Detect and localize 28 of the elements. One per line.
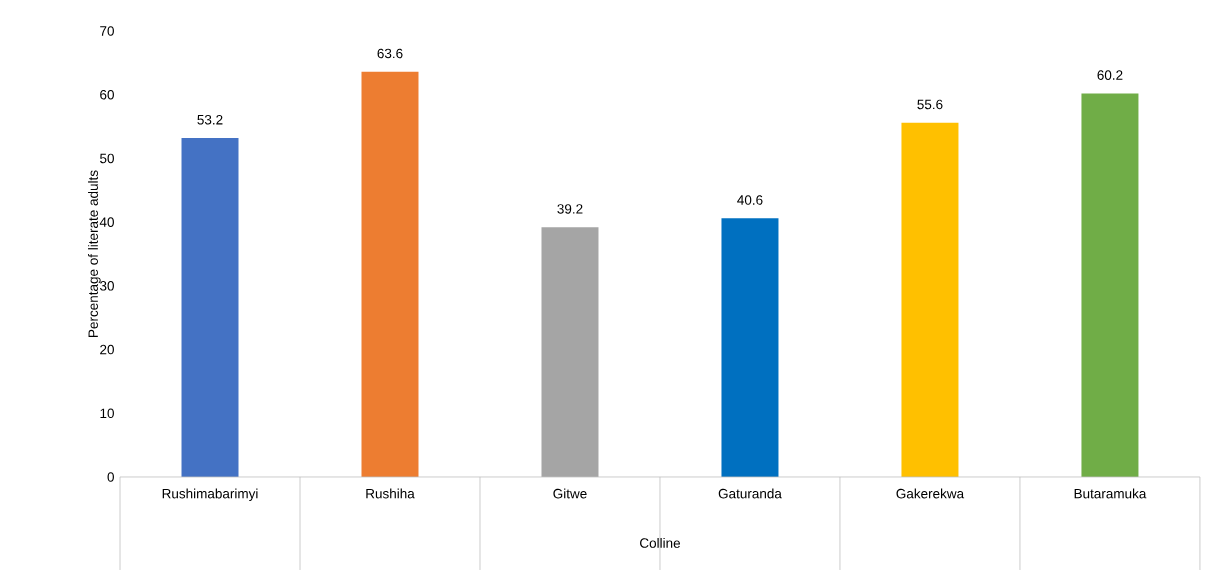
y-tick-label: 40: [99, 217, 114, 227]
y-tick-label: 30: [99, 281, 114, 291]
bar: [721, 218, 779, 477]
data-label: 60.2: [1097, 70, 1123, 80]
x-tick-label: Gitwe: [553, 488, 587, 499]
x-tick-label: Gaturanda: [718, 488, 782, 499]
x-tick-label: Rushiha: [366, 488, 415, 499]
data-label: 63.6: [377, 48, 403, 59]
data-label: 53.2: [197, 114, 223, 125]
bar: [361, 71, 419, 477]
y-tick-label: 50: [100, 153, 114, 164]
bar: [181, 138, 239, 477]
data-label: 55.6: [917, 99, 943, 110]
x-tick-label: Butaramuka: [1074, 488, 1147, 499]
data-label: 39.2: [557, 204, 583, 214]
x-axis-title: Colline: [640, 537, 680, 548]
bar: [541, 227, 599, 477]
x-tick-label: Gakerekwa: [896, 488, 965, 499]
y-tick-label: 20: [100, 344, 114, 355]
x-tick-label: Rushimabarimyi: [162, 488, 258, 502]
bar: [901, 122, 959, 477]
y-tick-label: 60: [100, 89, 114, 100]
y-axis-title: Percentage of literate adults: [88, 170, 101, 337]
bar: [1081, 93, 1139, 477]
y-tick-label: 70: [100, 26, 114, 36]
y-tick-label: 0: [107, 472, 114, 482]
data-label: 40.6: [737, 195, 763, 205]
y-tick-label: 10: [100, 408, 114, 419]
